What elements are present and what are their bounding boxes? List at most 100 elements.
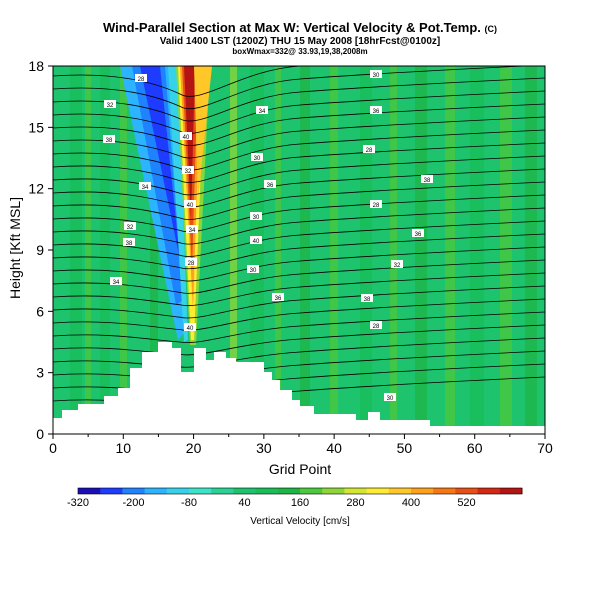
contour-label-box (421, 175, 433, 183)
y-axis-label: Height [Kft MSL] (7, 197, 23, 299)
contour-label: 28 (373, 324, 380, 330)
contour-label: 40 (253, 239, 260, 245)
colorbar-swatch (344, 488, 368, 494)
contour-label-box (180, 132, 192, 140)
field-streak (360, 66, 372, 434)
contour-label: 40 (187, 326, 194, 332)
field-streak (100, 66, 110, 434)
contour-label-box (370, 106, 382, 114)
contour-label-box (250, 236, 262, 244)
colorbar-swatch (433, 488, 456, 494)
colorbar-swatch (455, 488, 479, 494)
contour-label: 30 (387, 396, 394, 402)
colorbar-swatch (189, 488, 212, 494)
contour-label: 34 (189, 228, 196, 234)
theta-contour (53, 220, 545, 257)
colorbar-swatch (499, 488, 523, 494)
contour-label: 32 (185, 169, 192, 175)
y-tick-label: 18 (28, 58, 44, 74)
updraft-band (184, 66, 195, 220)
contour-label: 28 (366, 148, 373, 154)
theta-contour (53, 66, 306, 97)
x-tick-label: 60 (467, 440, 483, 456)
y-tick-label: 6 (36, 303, 44, 319)
colorbar-swatch (322, 488, 345, 494)
contour-label-box (182, 166, 194, 174)
colorbar-swatch (411, 488, 434, 494)
contour-label-box (247, 265, 259, 273)
contour-labels: 28 30 32 34 36 38 40 28 30 32 34 36 38 40 28 30 32 34 36 38… (103, 70, 433, 402)
copyright-mark: (C) (484, 24, 498, 34)
colorbar-tick-label: 40 (238, 497, 250, 509)
colorbar-tick-label: -200 (122, 497, 144, 509)
x-tick-label: 70 (537, 440, 553, 456)
contour-label-box (123, 238, 135, 246)
colorbar-swatch (255, 488, 279, 494)
theta-contour (53, 298, 545, 331)
field-streak (85, 66, 91, 434)
plot-area: 28 30 32 34 36 38 40 28 30 32 34 36 38 40 28 30 32 34 36 38… (53, 66, 545, 434)
y-tick-label: 9 (36, 242, 44, 258)
chart-subtitle-2: boxWmax=332@ 33.93,19,38,2008m (232, 47, 368, 56)
updraft-band (132, 66, 183, 305)
contour-label: 28 (188, 261, 195, 267)
contour-label: 36 (275, 296, 282, 302)
contour-label-box (384, 393, 396, 401)
chart-subtitle: Valid 1400 LST (1200Z) THU 15 May 2008 [… (159, 36, 441, 47)
contour-label: 32 (127, 225, 134, 231)
theta-contour (53, 311, 545, 344)
colorbar-swatch (211, 488, 234, 494)
contour-label-box (361, 294, 373, 302)
colorbar-swatch (144, 488, 168, 494)
contour-label: 34 (142, 185, 149, 191)
theta-contour (53, 129, 545, 171)
contour-label: 40 (183, 135, 190, 141)
contour-label: 30 (373, 73, 380, 79)
colorbar: -320 -200 -80 40 160 280 400 520 (67, 487, 523, 509)
terrain-mask (53, 342, 545, 434)
theta-contour (53, 66, 533, 110)
contour-label: 38 (126, 241, 133, 247)
x-axis: 0 10 20 30 40 50 60 70 (49, 434, 553, 456)
contour-label: 34 (113, 280, 120, 286)
contour-label-box (391, 260, 403, 268)
field-streak (330, 66, 338, 434)
theta-contour (53, 285, 545, 319)
field-streak (230, 66, 237, 434)
chart-title-text: Wind-Parallel Section at Max W: Vertical… (102, 20, 481, 35)
y-axis: 0 3 6 9 12 15 18 (28, 58, 53, 442)
theta-contour (53, 324, 545, 356)
colorbar-swatch (277, 488, 301, 494)
theta-contour (53, 168, 545, 208)
field-streak (415, 66, 427, 434)
theta-contour (53, 272, 545, 307)
contour-label-box (264, 180, 276, 188)
contour-label-box (184, 323, 196, 331)
colorbar-tick-label: -320 (67, 497, 89, 509)
x-tick-label: 0 (49, 440, 57, 456)
theta-contour (53, 103, 545, 146)
theta-contour (53, 233, 545, 270)
colorbar-swatch (300, 488, 323, 494)
colorbar-swatch (388, 488, 412, 494)
x-tick-label: 50 (397, 440, 413, 456)
contour-label-box (272, 293, 284, 301)
contour-label: 36 (267, 183, 274, 189)
contour-label: 38 (364, 297, 371, 303)
contour-label: 32 (394, 263, 401, 269)
colorbar-tick-label: 400 (402, 497, 420, 509)
theta-contour (53, 259, 545, 294)
theta-contour (53, 155, 545, 196)
contour-label: 30 (250, 268, 257, 274)
contour-label-box (139, 182, 151, 190)
theta-contour (53, 194, 545, 233)
contour-label-box (412, 229, 424, 237)
x-tick-label: 40 (326, 440, 342, 456)
contour-label-box (135, 74, 147, 82)
colorbar-swatch (122, 488, 146, 494)
colorbar-swatch (166, 488, 190, 494)
contour-label-box (363, 145, 375, 153)
contour-label-box (103, 135, 115, 143)
contour-label-box (124, 222, 136, 230)
